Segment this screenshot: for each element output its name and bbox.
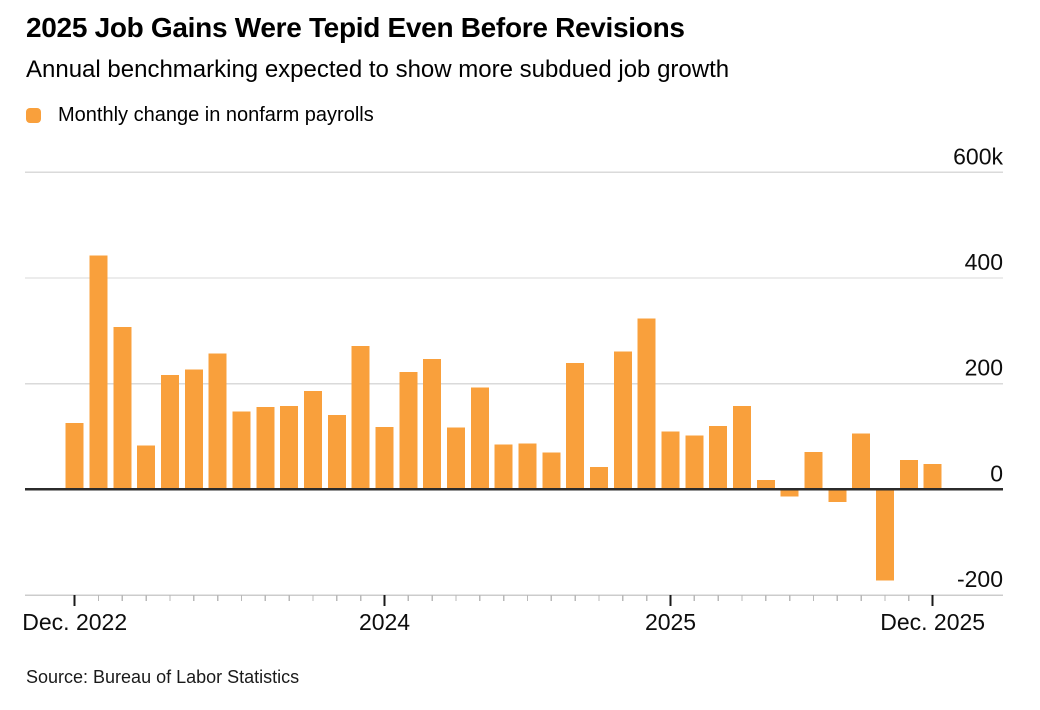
bar-apr-2025 [733, 405, 752, 490]
bar-jul-2023 [232, 411, 251, 490]
bar-jan-2025 [661, 431, 680, 490]
y-axis-label-0: 0 [990, 460, 1003, 486]
bar-nov-2024 [613, 351, 632, 490]
bar-nov-2023 [327, 414, 346, 490]
bar-sep-2025 [852, 433, 871, 490]
bar-feb-2025 [685, 435, 704, 490]
bar-jun-2024 [494, 444, 513, 490]
bar-aug-2024 [542, 452, 561, 490]
bar-jun-2025 [780, 489, 799, 497]
x-axis-label-dec-2022: Dec. 2022 [22, 609, 127, 635]
bar-nov-2025 [899, 459, 918, 490]
bar-oct-2023 [304, 391, 323, 490]
bar-apr-2024 [447, 427, 466, 490]
bar-feb-2024 [399, 372, 418, 490]
page-title: 2025 Job Gains Were Tepid Even Before Re… [26, 12, 685, 43]
bar-oct-2024 [590, 467, 609, 490]
legend-label: Monthly change in nonfarm payrolls [58, 104, 374, 126]
bar-jan-2024 [375, 427, 394, 490]
bar-jul-2024 [518, 443, 537, 490]
bar-jul-2025 [804, 451, 823, 490]
bar-jan-2023 [89, 255, 108, 490]
y-axis-label--200: -200 [957, 566, 1003, 592]
bar-oct-2025 [876, 489, 895, 581]
chart-subtitle: Annual benchmarking expected to show mor… [26, 56, 730, 83]
bar-aug-2023 [256, 406, 275, 490]
bar-may-2025 [756, 479, 775, 490]
bar-apr-2023 [161, 375, 180, 490]
y-axis-label-400: 400 [965, 249, 1003, 275]
bar-may-2024 [470, 387, 489, 490]
bar-mar-2025 [709, 425, 728, 490]
bar-may-2023 [184, 369, 203, 490]
bar-sep-2024 [566, 363, 585, 490]
bar-feb-2023 [113, 327, 132, 490]
bar-sep-2023 [280, 405, 299, 490]
y-axis-label-600k: 600k [953, 143, 1003, 169]
bar-dec-2024 [637, 318, 656, 490]
x-axis-label-2024: 2024 [359, 609, 410, 635]
bar-mar-2024 [423, 358, 442, 490]
bar-dec-2023 [351, 346, 370, 490]
chart-legend: Monthly change in nonfarm payrolls [26, 104, 374, 127]
source-note: Source: Bureau of Labor Statistics [26, 667, 300, 687]
legend-swatch-icon [26, 108, 41, 123]
x-axis-label-2025: 2025 [645, 609, 696, 635]
bar-aug-2025 [828, 489, 847, 503]
x-axis-label-dec-2025: Dec. 2025 [880, 609, 985, 635]
bar-jun-2023 [208, 353, 227, 490]
y-axis-label-200: 200 [965, 355, 1003, 381]
bar-dec-2022 [65, 422, 84, 490]
bar-dec-2025 [923, 464, 942, 490]
bar-mar-2023 [137, 445, 156, 490]
chart-header: 2025 Job Gains Were Tepid Even Before Re… [26, 11, 1016, 84]
